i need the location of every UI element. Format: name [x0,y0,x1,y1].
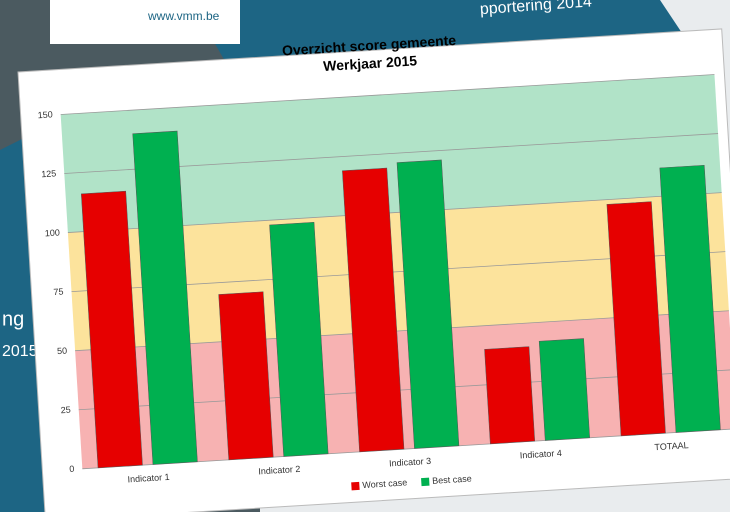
site-url: www.vmm.be [147,9,220,23]
screen: www.vmm.be pportering 2014 ng 2015 Overz… [0,0,730,512]
y-tick-label: 150 [37,109,53,120]
legend-swatch [351,482,359,490]
cover-text: ng [2,308,24,330]
y-tick-label: 75 [53,287,64,298]
y-tick-label: 25 [60,405,71,416]
y-tick-label: 0 [69,464,75,474]
cover-text: 2015 [2,343,38,360]
x-tick-label: TOTAAL [654,440,689,452]
legend-swatch [421,478,429,486]
bar [539,339,590,441]
y-tick-label: 100 [45,227,61,238]
y-tick-label: 125 [41,168,57,179]
y-tick-label: 50 [57,346,68,357]
bar [485,347,535,444]
chart: Overzicht score gemeente Werkjaar 2015 0… [17,16,730,512]
